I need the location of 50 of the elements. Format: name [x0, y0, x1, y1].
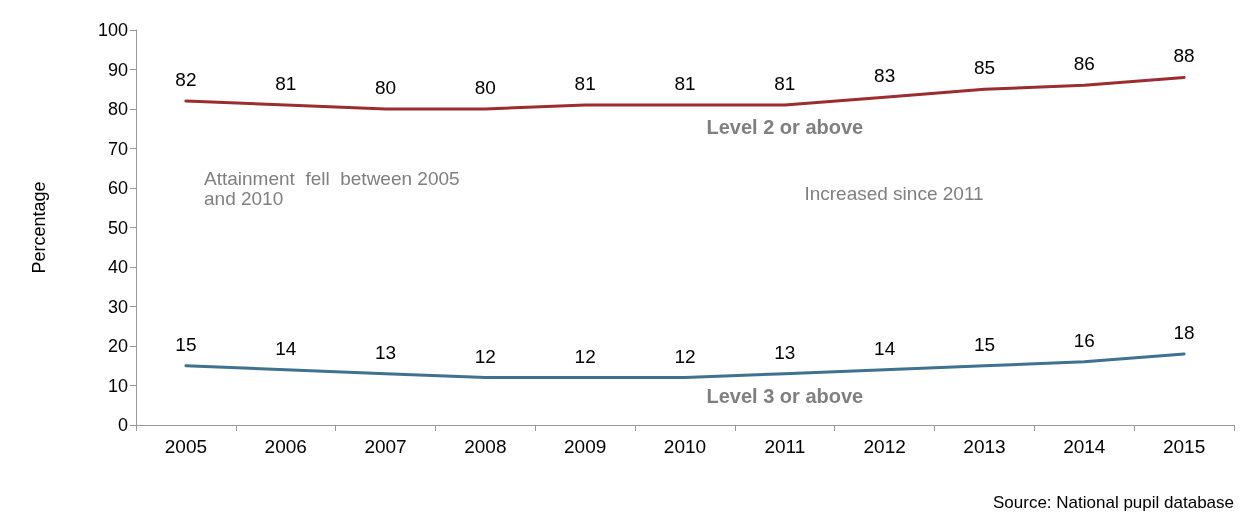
- y-tick-label: 60: [107, 178, 128, 198]
- y-tick-label: 50: [107, 217, 128, 238]
- data-label: 12: [674, 345, 696, 367]
- y-tick-label: 20: [107, 336, 128, 356]
- data-label: 13: [774, 341, 796, 363]
- data-label: 16: [1073, 329, 1095, 351]
- series-label: Level 2 or above: [706, 116, 864, 139]
- data-label: 12: [574, 345, 596, 367]
- data-label: 81: [774, 73, 796, 95]
- data-label: 12: [474, 345, 496, 367]
- y-axis-title: Percentage: [29, 181, 49, 274]
- x-tick-label: 2006: [264, 436, 307, 457]
- y-tick-label: 40: [107, 257, 128, 277]
- x-tick-label: 2010: [663, 436, 707, 457]
- data-label: 14: [275, 337, 297, 359]
- x-tick-label: 2005: [164, 436, 208, 457]
- data-label: 13: [374, 341, 397, 363]
- data-label: 14: [874, 337, 896, 359]
- y-tick-label: 100: [97, 20, 128, 40]
- x-tick-label: 2012: [863, 436, 906, 457]
- data-label: 81: [275, 73, 297, 95]
- y-tick-label: 10: [107, 375, 128, 396]
- x-tick-label: 2007: [364, 436, 407, 457]
- y-tick-label: 30: [107, 296, 128, 317]
- series-label: Level 3 or above: [706, 384, 864, 407]
- y-tick-label: 70: [107, 138, 128, 159]
- source-note: Source: National pupil database: [993, 492, 1234, 512]
- data-label: 80: [374, 77, 397, 98]
- data-label: 86: [1073, 53, 1095, 75]
- x-tick-label: 2008: [464, 436, 507, 457]
- x-tick-label: 2011: [764, 436, 806, 457]
- data-label: 83: [874, 65, 896, 87]
- annotation: Attainment fell between 2005 and 2010: [204, 167, 460, 209]
- data-label: 85: [973, 57, 996, 79]
- annotation: Increased since 2011: [804, 182, 984, 204]
- data-label: 80: [474, 77, 496, 98]
- y-tick-label: 90: [107, 59, 128, 80]
- y-tick-label: 80: [107, 99, 128, 119]
- data-label: 81: [674, 73, 696, 95]
- x-tick-label: 2009: [564, 436, 607, 457]
- data-label: 82: [175, 69, 197, 91]
- y-tick-label: 0: [117, 415, 128, 435]
- x-tick-label: 2013: [963, 436, 1006, 457]
- x-tick-label: 2014: [1063, 436, 1106, 457]
- data-label: 15: [175, 333, 197, 355]
- x-tick-label: 2015: [1162, 436, 1206, 457]
- data-label: 15: [973, 333, 996, 355]
- data-label: 18: [1173, 321, 1195, 343]
- data-label: 81: [574, 73, 596, 95]
- data-label: 88: [1173, 45, 1195, 67]
